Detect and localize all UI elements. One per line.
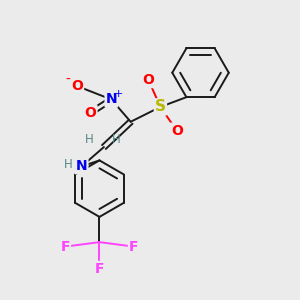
Text: S: S bbox=[155, 99, 166, 114]
Text: N: N bbox=[106, 92, 117, 106]
Text: O: O bbox=[85, 106, 97, 120]
Text: -: - bbox=[65, 73, 70, 87]
Text: H: H bbox=[85, 133, 93, 146]
Text: O: O bbox=[142, 73, 154, 87]
Text: F: F bbox=[61, 240, 70, 254]
Text: H: H bbox=[64, 158, 73, 171]
Text: F: F bbox=[129, 240, 138, 254]
Text: O: O bbox=[171, 124, 183, 138]
Text: O: O bbox=[71, 79, 83, 93]
Text: H: H bbox=[111, 133, 120, 146]
Text: F: F bbox=[95, 262, 104, 276]
Text: N: N bbox=[76, 159, 88, 173]
Text: +: + bbox=[114, 89, 124, 99]
